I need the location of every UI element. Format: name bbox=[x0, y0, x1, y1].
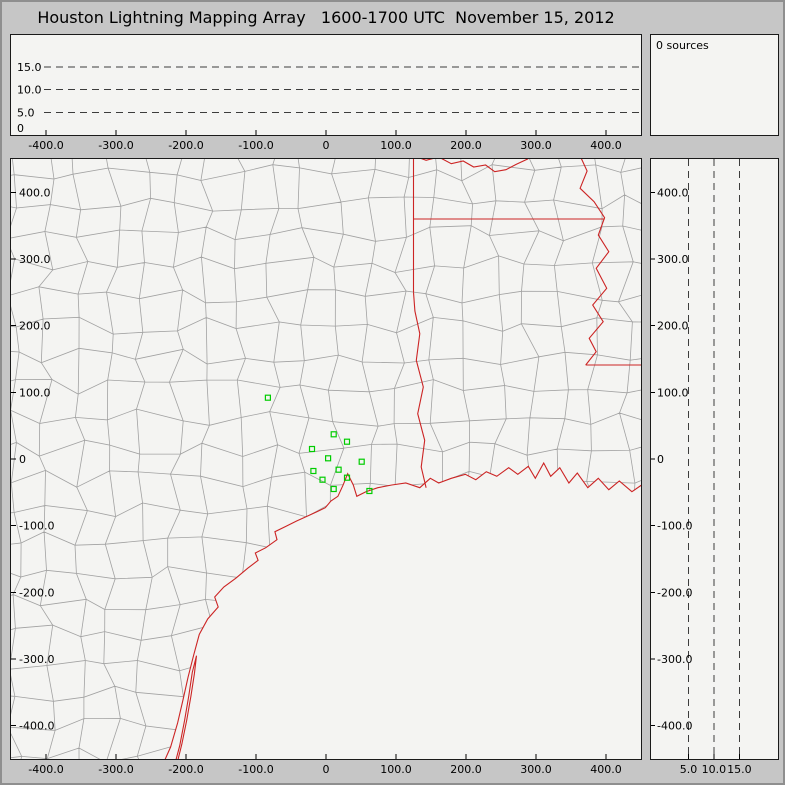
altitude-vs-northsouth-plot: 400.0 300.0 200.0 100.0 0 -100.0 -200.0 -300.0 -… bbox=[651, 159, 740, 759]
lma-station-marker bbox=[366, 487, 373, 495]
altitude-axis-labels-bottom: 5.0 10.0 15.0 bbox=[650, 763, 779, 777]
state-border-line bbox=[175, 655, 198, 759]
ew-tick-label: 100.0 bbox=[380, 139, 412, 152]
ew-tick-label: 100.0 bbox=[380, 763, 412, 776]
ew-tick-label: 200.0 bbox=[450, 763, 482, 776]
ew-tick-label: -300.0 bbox=[98, 139, 134, 152]
ns-tick-label: -400.0 bbox=[657, 720, 692, 733]
altitude-vs-northsouth-panel[interactable]: 400.0 300.0 200.0 100.0 0 -100.0 -200.0 -300.0 -… bbox=[650, 158, 779, 760]
altitude-vs-eastwest-panel[interactable]: 15.0 10.0 5.0 0 bbox=[10, 34, 642, 136]
eastwest-axis-labels-top: -400.0 -300.0 -200.0 -100.0 0 100.0 200.0 300.0… bbox=[10, 139, 642, 153]
plan-view-map-plot: 400.0 300.0 200.0 100.0 0 -100.0 -200.0 -300.0 -… bbox=[11, 159, 641, 759]
ns-tick-label: 200.0 bbox=[19, 320, 51, 333]
lma-station-marker bbox=[310, 467, 317, 475]
alt-tick-label: 15.0 bbox=[17, 61, 42, 74]
alt-tick-label: 5.0 bbox=[679, 763, 698, 776]
lma-station-marker bbox=[308, 445, 316, 453]
ns-tick-label: 100.0 bbox=[19, 386, 51, 399]
ns-tick-label: -100.0 bbox=[657, 520, 692, 533]
ew-tick-label: 300.0 bbox=[520, 763, 552, 776]
ew-tick-label: 0 bbox=[322, 763, 330, 776]
lma-station-marker bbox=[343, 474, 351, 481]
ew-tick-label: 200.0 bbox=[450, 139, 482, 152]
altitude-vs-eastwest-plot: 15.0 10.0 5.0 0 bbox=[17, 61, 639, 135]
state-border-line bbox=[412, 292, 427, 488]
ns-tick-label: 300.0 bbox=[657, 253, 689, 266]
ns-tick-label: -300.0 bbox=[657, 653, 692, 666]
alt-tick-label: 15.0 bbox=[727, 763, 752, 776]
ns-tick-label: 0 bbox=[19, 453, 26, 466]
ns-tick-label: -200.0 bbox=[657, 586, 692, 599]
ew-tick-label: -200.0 bbox=[168, 139, 204, 152]
sources-count-panel[interactable]: 0 sources bbox=[650, 34, 779, 136]
ew-tick-label: 300.0 bbox=[520, 139, 552, 152]
ns-tick-label: -200.0 bbox=[19, 586, 54, 599]
lma-station-marker bbox=[343, 438, 351, 445]
lma-station-marker bbox=[325, 455, 332, 462]
ew-tick-label: 0 bbox=[322, 139, 330, 152]
page-title: Houston Lightning Mapping Array 1600-170… bbox=[37, 8, 615, 27]
lma-station-marker bbox=[319, 476, 326, 483]
lma-station-marker bbox=[335, 466, 342, 473]
ns-tick-label: 100.0 bbox=[657, 386, 689, 399]
state-border-line bbox=[164, 461, 641, 759]
ew-tick-label: -200.0 bbox=[168, 763, 204, 776]
ew-tick-label: -400.0 bbox=[28, 763, 64, 776]
state-border-line bbox=[579, 159, 610, 366]
alt-tick-label: 10.0 bbox=[17, 84, 42, 97]
lma-station-marker bbox=[330, 431, 337, 438]
ew-tick-label: 400.0 bbox=[590, 139, 622, 152]
ns-tick-label: 300.0 bbox=[19, 253, 51, 266]
state-border-line bbox=[420, 159, 529, 173]
ns-tick-label: 200.0 bbox=[657, 320, 689, 333]
lma-station-marker bbox=[330, 485, 337, 493]
ew-tick-label: -100.0 bbox=[238, 139, 274, 152]
ew-tick-label: -300.0 bbox=[98, 763, 134, 776]
eastwest-axis-labels-bottom: -400.0 -300.0 -200.0 -100.0 0 100.0 200.0 300.0… bbox=[10, 763, 642, 777]
plan-view-map-panel[interactable]: 400.0 300.0 200.0 100.0 0 -100.0 -200.0 -300.0 -… bbox=[10, 158, 642, 760]
ew-tick-label: -100.0 bbox=[238, 763, 274, 776]
ew-tick-label: -400.0 bbox=[28, 139, 64, 152]
ns-tick-label: -300.0 bbox=[19, 653, 54, 666]
sources-count-label: 0 sources bbox=[656, 39, 709, 52]
alt-tick-label: 0 bbox=[17, 122, 24, 135]
ns-tick-label: -400.0 bbox=[19, 720, 54, 733]
ns-tick-label: 400.0 bbox=[657, 186, 689, 199]
alt-tick-label: 10.0 bbox=[701, 763, 727, 776]
lma-station-marker bbox=[358, 458, 365, 465]
ew-tick-label: 400.0 bbox=[590, 763, 622, 776]
ns-tick-label: 400.0 bbox=[19, 186, 51, 199]
alt-tick-label: 5.0 bbox=[17, 106, 35, 119]
ns-tick-label: -100.0 bbox=[19, 520, 54, 533]
ns-tick-label: 0 bbox=[657, 453, 664, 466]
lma-station-marker bbox=[264, 394, 271, 401]
